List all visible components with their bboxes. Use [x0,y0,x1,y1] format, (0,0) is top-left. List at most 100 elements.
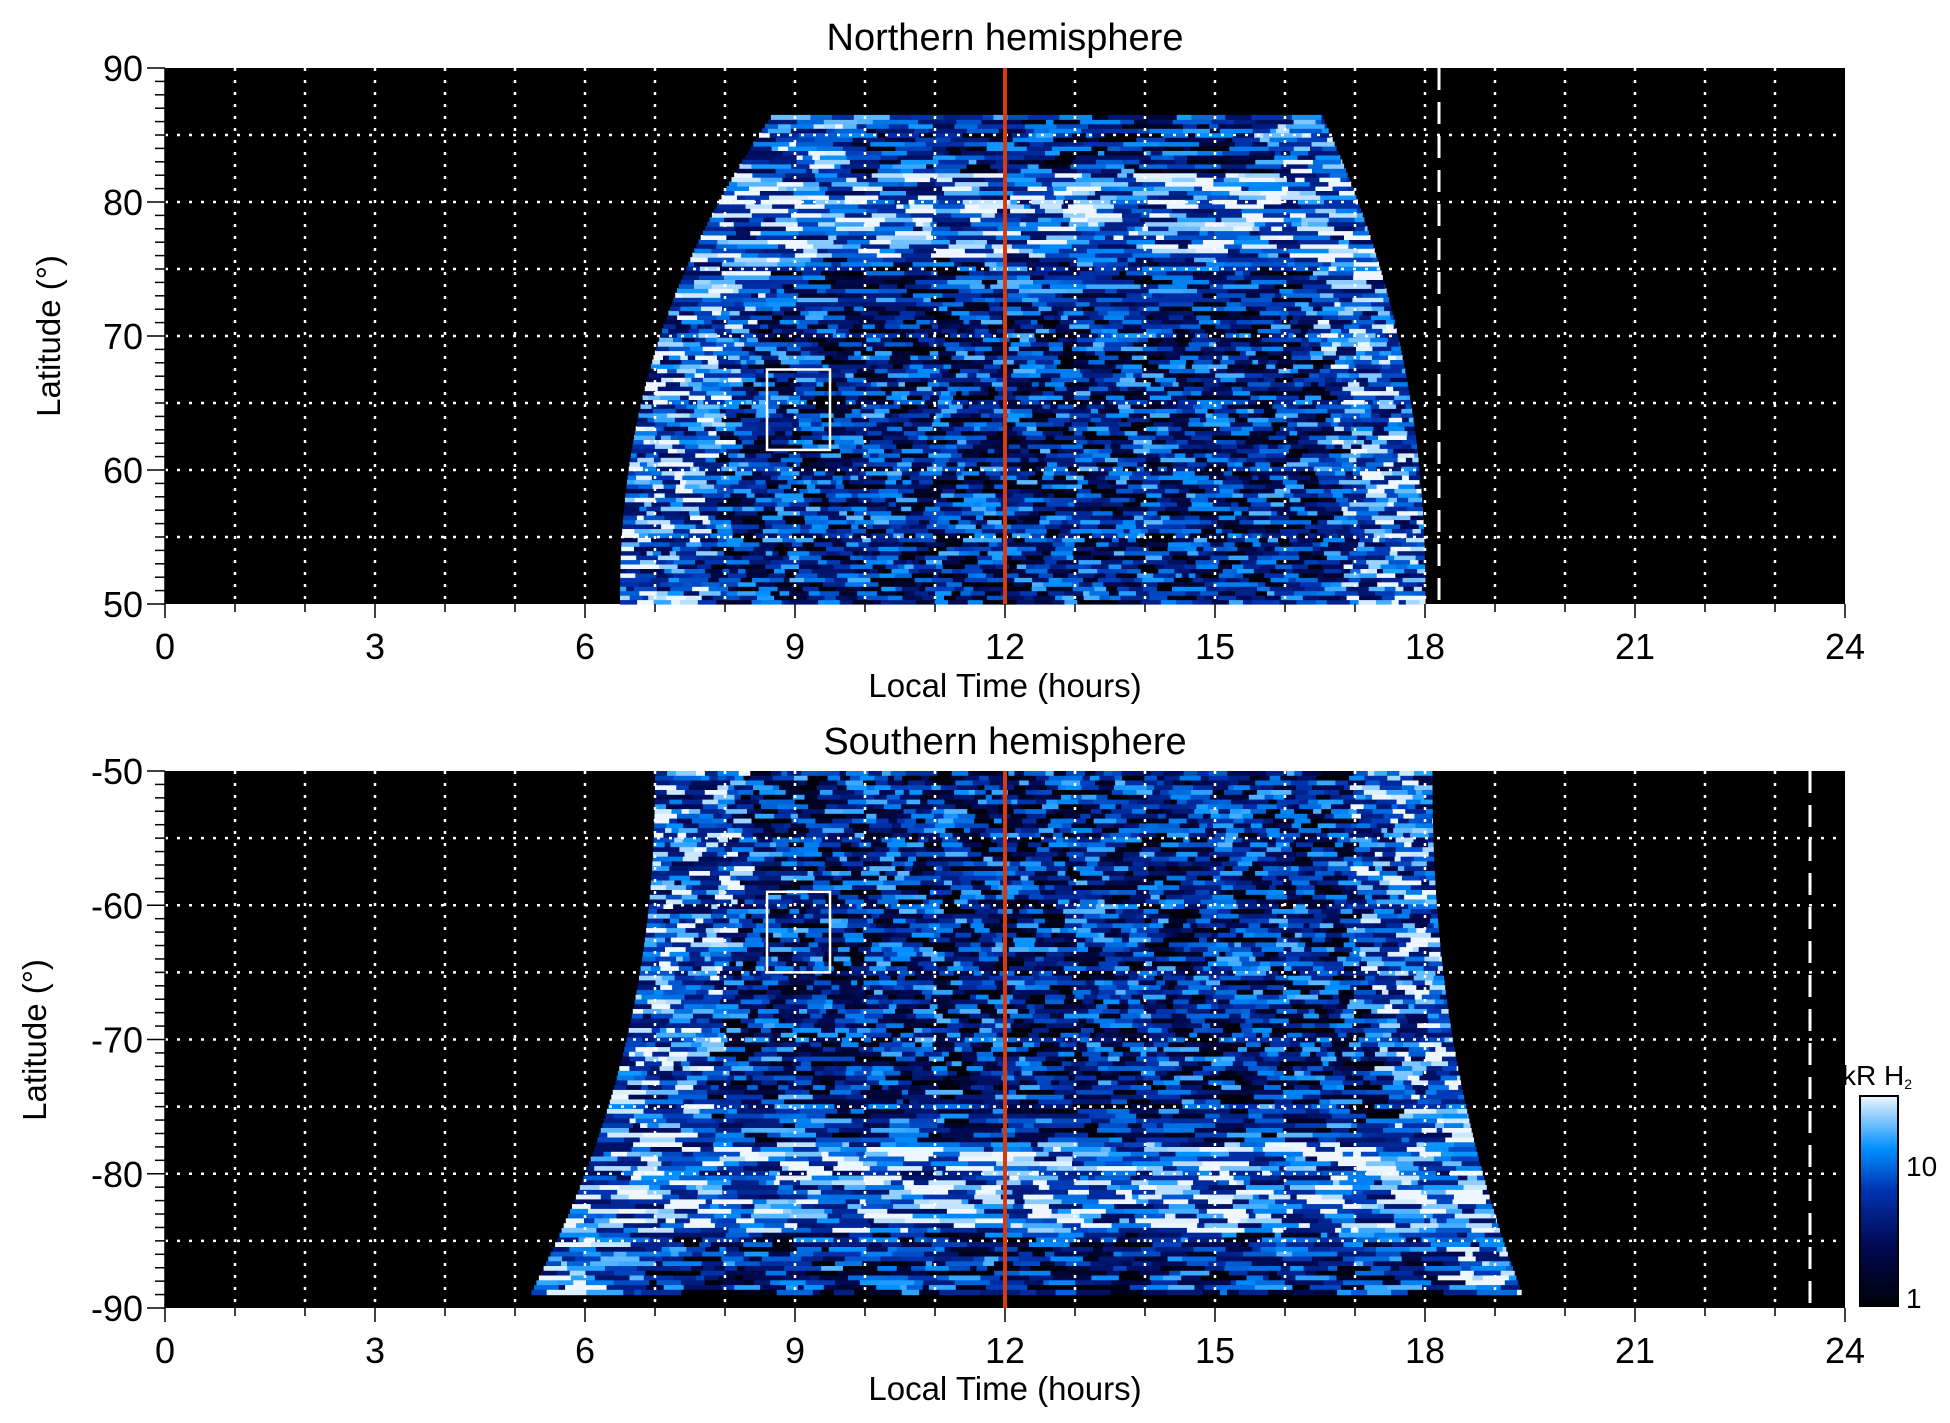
heatmap-cell [1263,377,1276,383]
heatmap-cell [1238,475,1253,481]
heatmap-cell [1417,568,1426,574]
heatmap-cell [1223,283,1260,289]
heatmap-cell [1223,541,1236,547]
heatmap-cell [800,310,810,316]
heatmap-cell [930,297,956,303]
heatmap-cell [788,377,796,383]
heatmap-cell [856,443,863,449]
heatmap-cell [1326,279,1367,285]
heatmap-cell [1115,524,1137,529]
heatmap-cell [707,452,720,458]
heatmap-cell [778,186,787,191]
heatmap-cell [760,199,793,205]
heatmap-cell [1312,395,1322,400]
heatmap-cell [1257,377,1265,383]
heatmap-cell [1089,301,1111,307]
heatmap-cell [1274,292,1282,298]
heatmap-cell [761,355,779,360]
heatmap-cell [761,470,782,476]
heatmap-cell [1360,452,1374,458]
heatmap-cell [1249,363,1258,369]
heatmap-cell [1211,599,1230,605]
heatmap-cell [1016,479,1038,485]
heatmap-cell [1229,319,1238,325]
heatmap-cell [959,315,977,320]
heatmap-cell [813,541,833,547]
heatmap-cell [1038,163,1071,169]
heatmap-cell [754,492,776,498]
heatmap-cell [1073,319,1095,325]
heatmap-cell [676,368,697,374]
heatmap-cell [1321,119,1325,125]
heatmap-cell [795,390,805,396]
heatmap-cell [1342,461,1354,467]
heatmap-cell [748,528,764,534]
heatmap-cell [637,537,652,543]
heatmap-cell [837,292,862,298]
heatmap-cell [1264,208,1305,214]
heatmap-cell [786,350,802,356]
heatmap-cell [696,417,715,423]
heatmap-cell [936,310,946,316]
heatmap-cell [699,510,720,516]
heatmap-cell [919,323,933,329]
heatmap-cell [1337,315,1360,320]
heatmap-cell [901,448,924,454]
heatmap-cell [984,510,997,516]
heatmap-cell [1110,443,1121,449]
heatmap-cell [1188,132,1196,138]
heatmap-cell [1112,368,1122,374]
heatmap-cell [884,217,914,223]
heatmap-cell [1189,488,1206,494]
heatmap-cell [916,581,923,587]
heatmap-cell [769,577,785,583]
heatmap-cell [853,532,872,538]
heatmap-cell [649,448,669,454]
heatmap-cell [1191,390,1202,396]
heatmap-cell [882,435,900,440]
heatmap-cell [731,524,738,529]
heatmap-cell [1020,448,1030,454]
heatmap-cell [1072,586,1095,592]
heatmap-cell [1194,448,1213,454]
heatmap-cell [1199,230,1209,236]
heatmap-cell [1164,386,1185,392]
heatmap-cell [804,515,821,521]
heatmap-cell [836,426,846,432]
heatmap-cell [1203,421,1219,427]
heatmap-cell [765,550,773,556]
heatmap-cell [1069,323,1090,329]
heatmap-cell [1195,559,1210,565]
heatmap-cell [1160,599,1177,605]
heatmap-cell [893,532,905,538]
heatmap-cell [956,483,970,489]
heatmap-cell [740,368,757,374]
heatmap-cell [1330,412,1343,418]
heatmap-cell [1327,221,1354,227]
heatmap-cell [936,564,944,569]
heatmap-cell [635,426,647,432]
heatmap-cell [978,399,1000,405]
heatmap-cell [1331,466,1353,472]
heatmap-cell [1267,257,1295,263]
heatmap-cell [973,395,995,400]
heatmap-cell [1376,572,1396,578]
heatmap-cell [818,408,832,414]
heatmap-cell [1198,141,1236,147]
heatmap-cell [1185,363,1193,369]
heatmap-cell [1168,315,1184,320]
heatmap-cell [1315,208,1337,214]
heatmap-cell [1372,346,1381,352]
heatmap-cell [1211,510,1235,516]
heatmap-cell [852,186,883,191]
heatmap-cell [1317,439,1333,445]
heatmap-cell [1253,408,1265,414]
heatmap-cell [988,301,1001,307]
heatmap-cell [1089,315,1105,320]
heatmap-cell [857,119,874,125]
heatmap-cell [1074,546,1096,552]
heatmap-cell [840,421,855,427]
heatmap-cell [767,568,775,574]
heatmap-cell [1157,510,1181,516]
heatmap-cell [765,297,798,303]
